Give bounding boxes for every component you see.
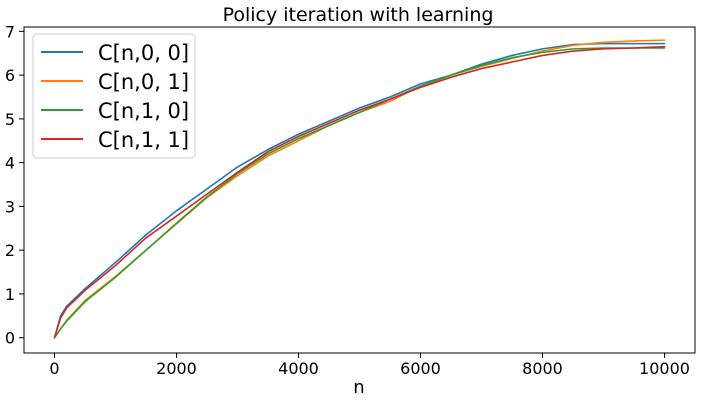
- y-tick-label-2: 2: [5, 241, 15, 260]
- x-axis-ticks: 0 2000 4000 6000 8000 10000: [49, 353, 690, 378]
- y-tick-label-4: 4: [5, 154, 15, 173]
- y-tick-label-1: 1: [5, 285, 15, 304]
- y-tick-label-7: 7: [5, 22, 15, 41]
- y-tick-label-3: 3: [5, 197, 15, 216]
- series-line-0: [53, 42, 666, 339]
- legend-label-3: C[n,1, 1]: [98, 128, 189, 152]
- y-tick-label-5: 5: [5, 110, 15, 129]
- legend-label-2: C[n,1, 0]: [98, 99, 189, 123]
- chart-title: Policy iteration with learning: [223, 4, 494, 26]
- legend-entries: C[n,0, 0] C[n,0, 1] C[n,1, 0] C[n,1, 1]: [41, 41, 189, 152]
- legend-box: [32, 33, 196, 159]
- series-line-2: [53, 47, 666, 339]
- x-tick-label-1: 2000: [156, 359, 197, 378]
- y-tick-label-0: 0: [5, 329, 15, 348]
- y-axis-ticks: 0 1 2 3 4 5 6 7: [5, 22, 24, 348]
- legend-label-1: C[n,0, 1]: [98, 70, 189, 94]
- x-tick-label-5: 10000: [639, 359, 690, 378]
- y-tick-label-6: 6: [5, 66, 15, 85]
- x-tick-label-0: 0: [49, 359, 59, 378]
- legend-label-0: C[n,0, 0]: [98, 41, 189, 65]
- legend: C[n,0, 0] C[n,0, 1] C[n,1, 0] C[n,1, 1]: [32, 33, 196, 159]
- x-tick-label-3: 6000: [400, 359, 441, 378]
- x-tick-label-2: 4000: [278, 359, 319, 378]
- plot-area-frame: [23, 26, 696, 354]
- x-axis-label: n: [353, 377, 364, 398]
- x-tick-label-4: 8000: [522, 359, 563, 378]
- series-line-3: [53, 45, 666, 339]
- series-layer: [53, 39, 666, 339]
